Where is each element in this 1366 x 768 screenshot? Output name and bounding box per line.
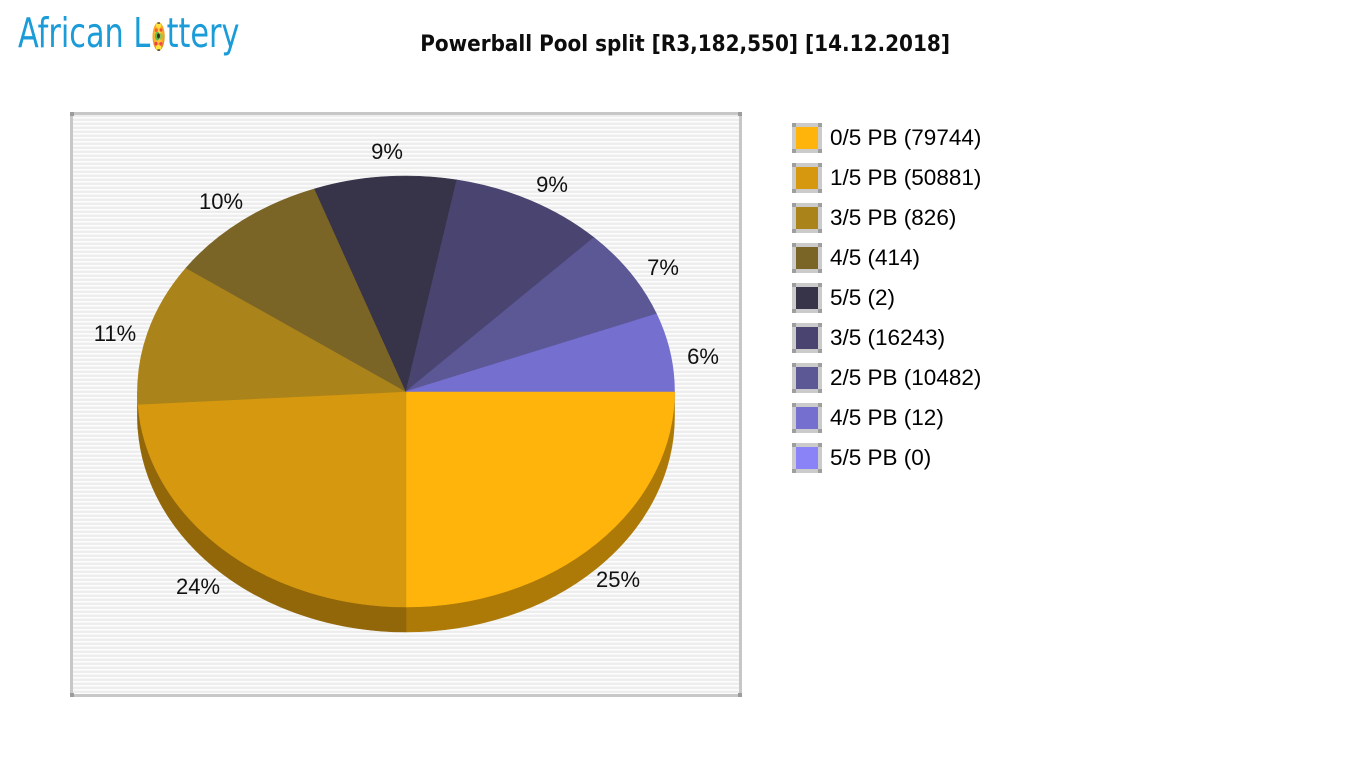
legend-label: 4/5 PB (12) [830, 405, 944, 430]
pie-percent-label: 24% [175, 574, 221, 599]
legend-label: 3/5 PB (826) [830, 205, 957, 230]
pie-percent-label: 7% [647, 255, 679, 280]
pie-percent-label: 9% [536, 172, 568, 197]
legend-swatch [792, 203, 822, 233]
chart-title-text: Powerball Pool split [R3,182,550] [14.12… [420, 32, 950, 57]
legend-label: 2/5 PB (10482) [830, 365, 982, 390]
legend-item: 5/5 (2) [792, 283, 895, 313]
legend-swatch [792, 123, 822, 153]
frame-corner [738, 112, 742, 116]
african-lottery-logo: African L [18, 13, 239, 54]
legend-swatch [792, 243, 822, 273]
legend-item: 3/5 (16243) [792, 323, 945, 353]
frame-corner [738, 693, 742, 697]
legend-swatch [792, 363, 822, 393]
frame-corner [70, 693, 74, 697]
legend-swatch [792, 163, 822, 193]
legend-label: 5/5 PB (0) [830, 445, 932, 470]
chart-title: Powerball Pool split [R3,182,550] [14.12… [2, 32, 1366, 57]
pie-percent-label: 11% [93, 321, 137, 346]
legend-item: 1/5 PB (50881) [792, 163, 981, 193]
legend-item: 0/5 PB (79744) [792, 123, 981, 153]
legend-label: 1/5 PB (50881) [830, 165, 982, 190]
pie-percent-label: 10% [198, 189, 244, 214]
legend-swatch [792, 283, 822, 313]
legend-item: 3/5 PB (826) [792, 203, 956, 233]
legend-label: 3/5 (16243) [830, 325, 946, 350]
legend-item: 5/5 PB (0) [792, 443, 931, 473]
pie-percent-label: 6% [687, 344, 719, 369]
logo-text-after: ttery [166, 9, 240, 57]
legend-swatch [792, 443, 822, 473]
lottery-ball-icon [150, 17, 166, 51]
legend-item: 4/5 PB (12) [792, 403, 944, 433]
legend-item: 4/5 (414) [792, 243, 920, 273]
frame-corner [70, 112, 74, 116]
pie-percent-label: 25% [595, 566, 641, 592]
logo-text-before: African L [18, 9, 151, 57]
pie-percent-label: 9% [371, 139, 403, 164]
legend-swatch [792, 403, 822, 433]
legend-swatch [792, 323, 822, 353]
legend-label: 4/5 (414) [830, 245, 921, 270]
legend-label: 5/5 (2) [830, 285, 896, 310]
legend-label: 0/5 PB (79744) [830, 125, 982, 150]
legend-item: 2/5 PB (10482) [792, 363, 981, 393]
